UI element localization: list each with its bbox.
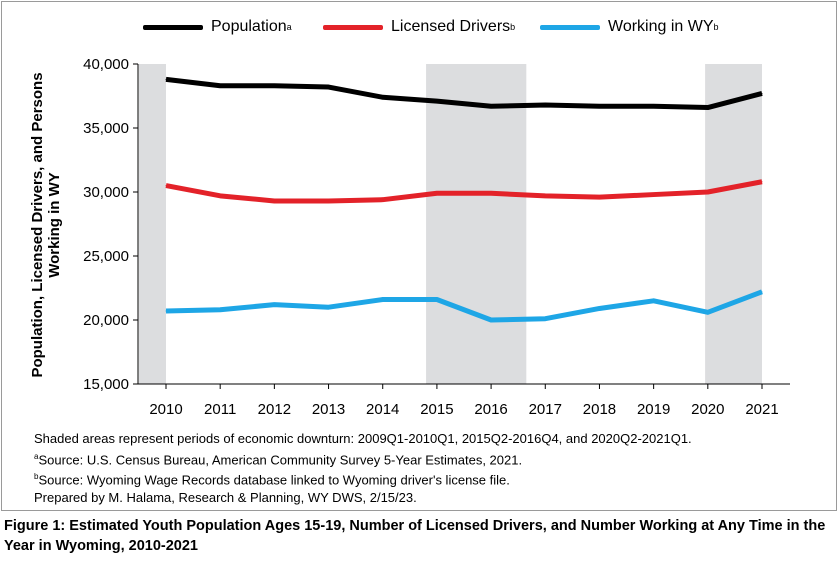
note-source-b-text: Source: Wyoming Wage Records database li… — [38, 472, 510, 488]
data-point-population — [653, 105, 655, 107]
data-point-licensed-drivers — [653, 194, 655, 196]
data-point-population — [219, 85, 221, 87]
data-point-licensed-drivers — [219, 195, 221, 197]
data-point-licensed-drivers — [707, 191, 709, 193]
data-point-licensed-drivers — [382, 199, 384, 201]
legend-label-population: Population — [211, 18, 287, 35]
shaded-period-3 — [705, 64, 762, 384]
data-point-working-in-wy — [653, 300, 655, 302]
legend-swatch-working — [540, 24, 600, 30]
legend-item-working: Working in WY b — [540, 18, 719, 36]
legend: Population a Licensed Drivers b Working in… — [0, 18, 838, 42]
data-point-population — [436, 100, 438, 102]
y-tick-label: 40,000 — [83, 56, 129, 73]
legend-swatch-population — [143, 24, 203, 30]
x-tick-label: 2016 — [474, 401, 507, 418]
shaded-period-1 — [138, 64, 166, 384]
data-point-licensed-drivers — [598, 196, 600, 198]
data-point-licensed-drivers — [761, 181, 763, 183]
data-point-working-in-wy — [273, 304, 275, 306]
y-axis-title-box: Population, Licensed Drivers, and Person… — [16, 60, 76, 390]
data-point-working-in-wy — [761, 291, 763, 293]
y-tick-label: 30,000 — [83, 184, 129, 201]
data-point-licensed-drivers — [328, 200, 330, 202]
figure-caption: Figure 1: Estimated Youth Population Age… — [4, 518, 826, 554]
footnotes: Shaded areas represent periods of econom… — [34, 430, 692, 507]
series-line-working-in-wy — [165, 289, 763, 323]
x-tick-label: 2012 — [258, 401, 291, 418]
data-point-population — [761, 92, 763, 94]
x-tick-label: 2015 — [420, 401, 453, 418]
series-line-population — [165, 76, 763, 111]
x-tick-label: 2013 — [312, 401, 345, 418]
x-tick-label: 2011 — [204, 401, 236, 418]
data-point-working-in-wy — [707, 311, 709, 313]
data-point-population — [273, 85, 275, 87]
x-tick-label: 2020 — [691, 401, 724, 418]
y-tick-label: 20,000 — [83, 312, 129, 329]
data-point-population — [707, 107, 709, 109]
data-point-population — [490, 105, 492, 107]
data-point-working-in-wy — [544, 318, 546, 320]
note-source-b: bSource: Wyoming Wage Records database l… — [34, 468, 692, 489]
note-source-a-text: Source: U.S. Census Bureau, American Com… — [38, 451, 523, 467]
data-point-population — [382, 96, 384, 98]
y-tick-label: 15,000 — [83, 376, 129, 393]
data-point-working-in-wy — [219, 309, 221, 311]
data-point-working-in-wy — [436, 299, 438, 301]
data-point-licensed-drivers — [273, 200, 275, 202]
x-tick-label: 2018 — [583, 401, 616, 418]
data-point-population — [165, 78, 167, 80]
data-point-working-in-wy — [382, 299, 384, 301]
x-tick-label: 2021 — [745, 401, 778, 418]
x-tick-label: 2010 — [149, 401, 182, 418]
note-prepared: Prepared by M. Halama, Research & Planni… — [34, 490, 417, 506]
x-tick-label: 2014 — [366, 401, 399, 418]
legend-label-working: Working in WY — [608, 18, 714, 35]
data-point-working-in-wy — [598, 307, 600, 309]
data-point-licensed-drivers — [436, 192, 438, 194]
legend-swatch-licensed — [323, 24, 383, 30]
note-source-a: aSource: U.S. Census Bureau, American Co… — [34, 448, 692, 469]
note-shading: Shaded areas represent periods of econom… — [34, 431, 692, 446]
data-point-licensed-drivers — [544, 195, 546, 197]
data-point-population — [598, 105, 600, 107]
note-source-a-sup: a — [34, 451, 39, 461]
x-tick-label: 2017 — [529, 401, 562, 418]
data-point-working-in-wy — [490, 319, 492, 321]
data-point-population — [544, 104, 546, 106]
data-point-working-in-wy — [165, 310, 167, 312]
y-tick-label: 35,000 — [83, 120, 129, 137]
shaded-period-2 — [426, 64, 527, 384]
legend-sup-population: a — [286, 22, 292, 32]
legend-label-licensed: Licensed Drivers — [391, 18, 511, 35]
y-tick-label: 25,000 — [83, 248, 129, 265]
legend-sup-working: b — [713, 22, 719, 32]
legend-item-population: Population a — [143, 18, 292, 36]
y-axis-title: Population, Licensed Drivers, and Person… — [29, 72, 63, 378]
legend-item-licensed: Licensed Drivers b — [323, 18, 515, 36]
line-chart: 15,000 20,000 25,000 30,000 35,000 40,000 2010… — [83, 56, 790, 418]
data-point-licensed-drivers — [490, 192, 492, 194]
note-source-b-sup: b — [34, 472, 39, 482]
series-line-licensed-drivers — [165, 179, 763, 204]
data-point-licensed-drivers — [165, 185, 167, 187]
legend-sup-licensed: b — [510, 22, 516, 32]
x-tick-label: 2019 — [637, 401, 670, 418]
data-point-population — [328, 86, 330, 88]
data-point-working-in-wy — [328, 306, 330, 308]
